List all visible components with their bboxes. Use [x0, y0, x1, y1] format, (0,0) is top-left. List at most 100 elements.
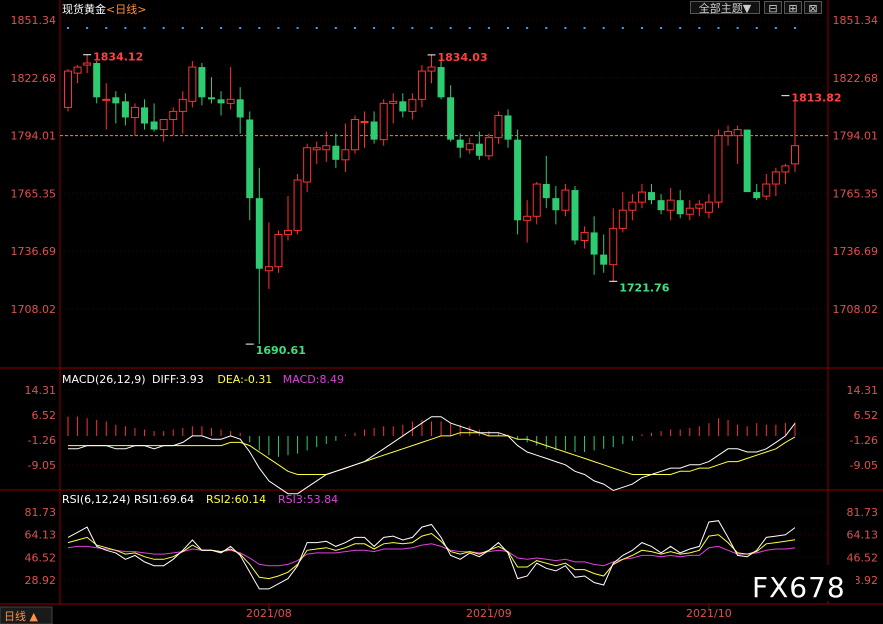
rsi-tick-left: 28.92 [25, 574, 57, 587]
candle-body[interactable] [666, 199, 675, 211]
candle-body[interactable] [83, 62, 92, 66]
candle-body[interactable] [791, 145, 799, 165]
candle-body[interactable] [494, 114, 503, 139]
candle-body[interactable] [360, 121, 369, 124]
candle-body[interactable] [695, 203, 704, 209]
event-marker-dot [794, 27, 796, 29]
candle-body[interactable] [102, 98, 111, 101]
period-toggle-label[interactable]: 日线 ▲ [4, 609, 38, 623]
candle-body[interactable] [389, 100, 398, 104]
candle-body[interactable] [64, 70, 72, 108]
candle-body[interactable] [130, 106, 139, 118]
candle-body[interactable] [475, 143, 483, 156]
candle-body[interactable] [532, 183, 541, 217]
candle-body[interactable] [571, 190, 579, 241]
candle-body[interactable] [781, 165, 790, 173]
event-marker-dot [545, 27, 548, 29]
event-marker-dot [67, 27, 69, 29]
event-marker-dot [277, 27, 280, 29]
candle-body[interactable] [484, 137, 493, 157]
candle-body[interactable] [73, 66, 82, 74]
event-marker-dot [640, 27, 643, 29]
candle-body[interactable] [303, 147, 312, 183]
candle-body[interactable] [217, 99, 225, 104]
watermark-background [738, 565, 856, 601]
candle-body[interactable] [399, 101, 407, 112]
candle-body[interactable] [542, 184, 550, 199]
rsi-tick-right: 64.13 [847, 529, 879, 542]
candle-body[interactable] [618, 209, 627, 229]
maximize-panel-button[interactable]: ⊞ [784, 1, 802, 15]
candle-body[interactable] [150, 121, 158, 130]
candle-body[interactable] [417, 70, 426, 100]
candle-body[interactable] [714, 135, 723, 203]
candle-body[interactable] [178, 98, 187, 112]
candle-body[interactable] [580, 231, 589, 241]
candle-body[interactable] [456, 139, 464, 148]
minimize-panel-button[interactable]: ⊟ [764, 1, 782, 15]
candle-body[interactable] [637, 191, 646, 203]
candle-body[interactable] [676, 200, 684, 215]
candle-body[interactable] [236, 99, 244, 118]
candle-body[interactable] [657, 200, 665, 211]
candle-body[interactable] [628, 201, 637, 211]
candle-body[interactable] [427, 66, 436, 72]
candle-body[interactable] [590, 232, 598, 255]
candle-body[interactable] [198, 67, 206, 98]
candle-body[interactable] [465, 143, 474, 151]
candle-body[interactable] [255, 198, 263, 269]
candle-body[interactable] [332, 145, 340, 160]
candle-body[interactable] [93, 63, 101, 98]
candle-body[interactable] [274, 233, 283, 268]
event-marker-dot [105, 27, 108, 29]
candle-body[interactable] [408, 98, 417, 112]
close-panel-button[interactable]: ⊠ [804, 1, 822, 15]
candle-body[interactable] [293, 179, 302, 231]
candle-body[interactable] [350, 118, 359, 151]
event-marker-dot [239, 27, 242, 29]
candle-body[interactable] [753, 192, 761, 199]
candle-body[interactable] [561, 189, 570, 211]
candle-body[interactable] [600, 254, 608, 265]
candle-body[interactable] [312, 147, 321, 151]
high-price-label: 1834.12 [93, 51, 143, 64]
candle-body[interactable] [685, 207, 694, 215]
candle-body[interactable] [724, 131, 733, 137]
candle-body[interactable] [341, 149, 350, 161]
candle-body[interactable] [514, 139, 522, 221]
candle-body[interactable] [246, 119, 254, 199]
candle-body[interactable] [704, 201, 713, 213]
candle-body[interactable] [771, 171, 780, 185]
candle-body[interactable] [159, 118, 168, 131]
candle-body[interactable] [437, 67, 445, 98]
candle-body[interactable] [379, 102, 388, 141]
topic-menu-button[interactable]: 全部主题▼ [690, 1, 760, 15]
candle-body[interactable] [284, 229, 293, 235]
candle-body[interactable] [762, 183, 771, 197]
candle-body[interactable] [733, 129, 742, 137]
event-marker-dot [200, 27, 203, 29]
candle-body[interactable] [207, 97, 215, 100]
period-toggle-button[interactable] [0, 606, 53, 624]
candle-body[interactable] [523, 215, 532, 221]
candle-body[interactable] [370, 121, 378, 140]
candle-body[interactable] [504, 115, 512, 140]
event-marker-dot [334, 27, 337, 29]
price-tick-right: 1822.68 [833, 72, 879, 85]
candle-body[interactable] [609, 227, 618, 266]
candle-body[interactable] [322, 145, 331, 151]
event-marker-dot [373, 27, 376, 29]
candle-body[interactable] [141, 107, 149, 124]
candle-body[interactable] [169, 110, 178, 120]
candle-body[interactable] [226, 98, 235, 104]
candle-body[interactable] [121, 101, 129, 118]
candle-body[interactable] [447, 97, 455, 140]
candle-body[interactable] [188, 66, 197, 102]
candle-body[interactable] [552, 198, 560, 211]
candle-body[interactable] [743, 129, 751, 193]
candle-body[interactable] [648, 192, 656, 201]
candle-body[interactable] [264, 266, 273, 272]
candle-body[interactable] [112, 97, 120, 104]
